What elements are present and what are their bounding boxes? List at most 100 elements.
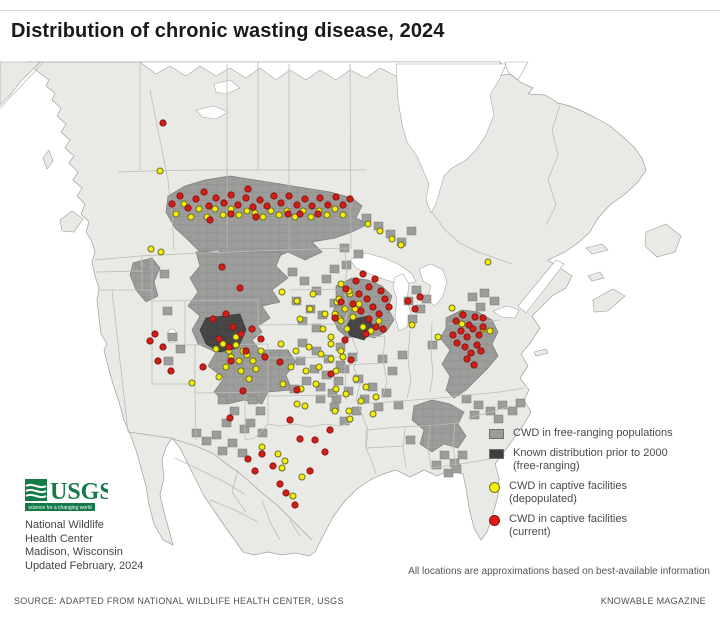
hudson-bay (395, 63, 507, 214)
captive-depopulated-dot (349, 313, 357, 321)
captive-depopulated-dot (232, 341, 240, 349)
captive-current-dot (347, 356, 355, 364)
captive-current-dot (359, 270, 367, 278)
free-ranging-county (257, 428, 268, 438)
captive-current-dot (226, 414, 234, 422)
free-ranging-county (227, 438, 238, 448)
free-ranging-county (381, 388, 392, 398)
captive-depopulated-dot (235, 357, 243, 365)
captive-current-dot (244, 185, 252, 193)
captive-depopulated-dot (323, 211, 331, 219)
legend-swatch-captive_current (489, 515, 500, 526)
lake-huron (418, 263, 448, 307)
free-ranging-county (201, 436, 212, 446)
free-ranging-county (377, 354, 388, 364)
free-ranging-county (162, 306, 173, 316)
captive-current-dot (218, 263, 226, 271)
captive-depopulated-dot (232, 333, 240, 341)
captive-current-dot (244, 455, 252, 463)
captive-current-dot (326, 426, 334, 434)
state-borders (0, 61, 561, 541)
free-ranging-county (457, 450, 468, 460)
captive-depopulated-dot (327, 340, 335, 348)
captive-depopulated-dot (319, 325, 327, 333)
captive-depopulated-dot (331, 205, 339, 213)
lake-ontario (492, 305, 520, 319)
captive-depopulated-dot (448, 304, 456, 312)
captive-current-dot (365, 315, 373, 323)
legend-item-captive_depopulated: CWD in captive facilities (depopulated) (489, 480, 717, 506)
captive-current-dot (252, 213, 260, 221)
captive-current-dot (215, 335, 223, 343)
free-ranging-county (387, 366, 398, 376)
captive-depopulated-dot (362, 383, 370, 391)
captive-current-dot (308, 202, 316, 210)
publisher-credit: KNOWABLE MAGAZINE (600, 596, 706, 606)
captive-current-dot (314, 210, 322, 218)
captive-depopulated-dot (293, 400, 301, 408)
free-ranging-county (137, 260, 148, 270)
captive-depopulated-dot (267, 207, 275, 215)
captive-depopulated-dot (327, 333, 335, 341)
captive-depopulated-dot (293, 297, 301, 305)
captive-depopulated-dot (372, 393, 380, 401)
captive-depopulated-dot (222, 363, 230, 371)
captive-current-dot (477, 347, 485, 355)
captive-current-dot (256, 196, 264, 204)
captive-current-dot (227, 191, 235, 199)
free-ranging-county (373, 402, 384, 412)
captive-current-dot (449, 331, 457, 339)
captive-depopulated-dot (317, 350, 325, 358)
captive-current-dot (363, 295, 371, 303)
captive-depopulated-dot (289, 492, 297, 500)
captive-depopulated-dot (337, 317, 345, 325)
captive-current-dot (192, 195, 200, 203)
free-ranging-county (237, 448, 248, 458)
legend-swatch-free_ranging (489, 429, 504, 439)
captive-depopulated-dot (235, 211, 243, 219)
captive-current-dot (258, 450, 266, 458)
captive-current-dot (242, 347, 250, 355)
captive-depopulated-dot (219, 211, 227, 219)
captive-depopulated-dot (156, 167, 164, 175)
captive-depopulated-dot (188, 379, 196, 387)
captive-current-dot (205, 202, 213, 210)
captive-current-dot (276, 480, 284, 488)
free-ranging-county (353, 249, 364, 259)
free-ranging-county (191, 428, 202, 438)
usgs-tagline: science for a changing world (28, 505, 92, 511)
captive-current-dot (452, 317, 460, 325)
free-ranging-county (475, 302, 486, 312)
free-ranging-county (321, 274, 332, 284)
captive-depopulated-dot (211, 205, 219, 213)
captive-current-dot (234, 201, 242, 209)
captive-current-dot (375, 310, 383, 318)
captive-current-dot (321, 448, 329, 456)
captive-current-dot (311, 436, 319, 444)
free-ranging-county (239, 424, 250, 434)
captive-current-dot (369, 303, 377, 311)
free-ranging-county (159, 269, 170, 279)
captive-current-dot (463, 355, 471, 363)
captive-depopulated-dot (484, 258, 492, 266)
free-ranging-county (167, 332, 178, 342)
captive-depopulated-dot (458, 320, 466, 328)
free-ranging-county (287, 267, 298, 277)
free-ranging-county (461, 394, 472, 404)
top-divider (0, 10, 720, 11)
captive-current-dot (479, 314, 487, 322)
captive-depopulated-dot (249, 357, 257, 365)
legend-item-free_ranging: CWD in free-ranging populations (489, 427, 717, 440)
free-ranging-county (255, 406, 266, 416)
captive-current-dot (457, 327, 465, 335)
free-ranging-county (333, 376, 344, 386)
captive-current-dot (257, 335, 265, 343)
captive-depopulated-dot (274, 450, 282, 458)
captive-current-dot (479, 323, 487, 331)
usgs-logo-text: USGS (50, 479, 108, 505)
captive-current-dot (225, 343, 233, 351)
captive-current-dot (461, 343, 469, 351)
captive-current-dot (227, 210, 235, 218)
captive-depopulated-dot (342, 390, 350, 398)
captive-depopulated-dot (258, 443, 266, 451)
